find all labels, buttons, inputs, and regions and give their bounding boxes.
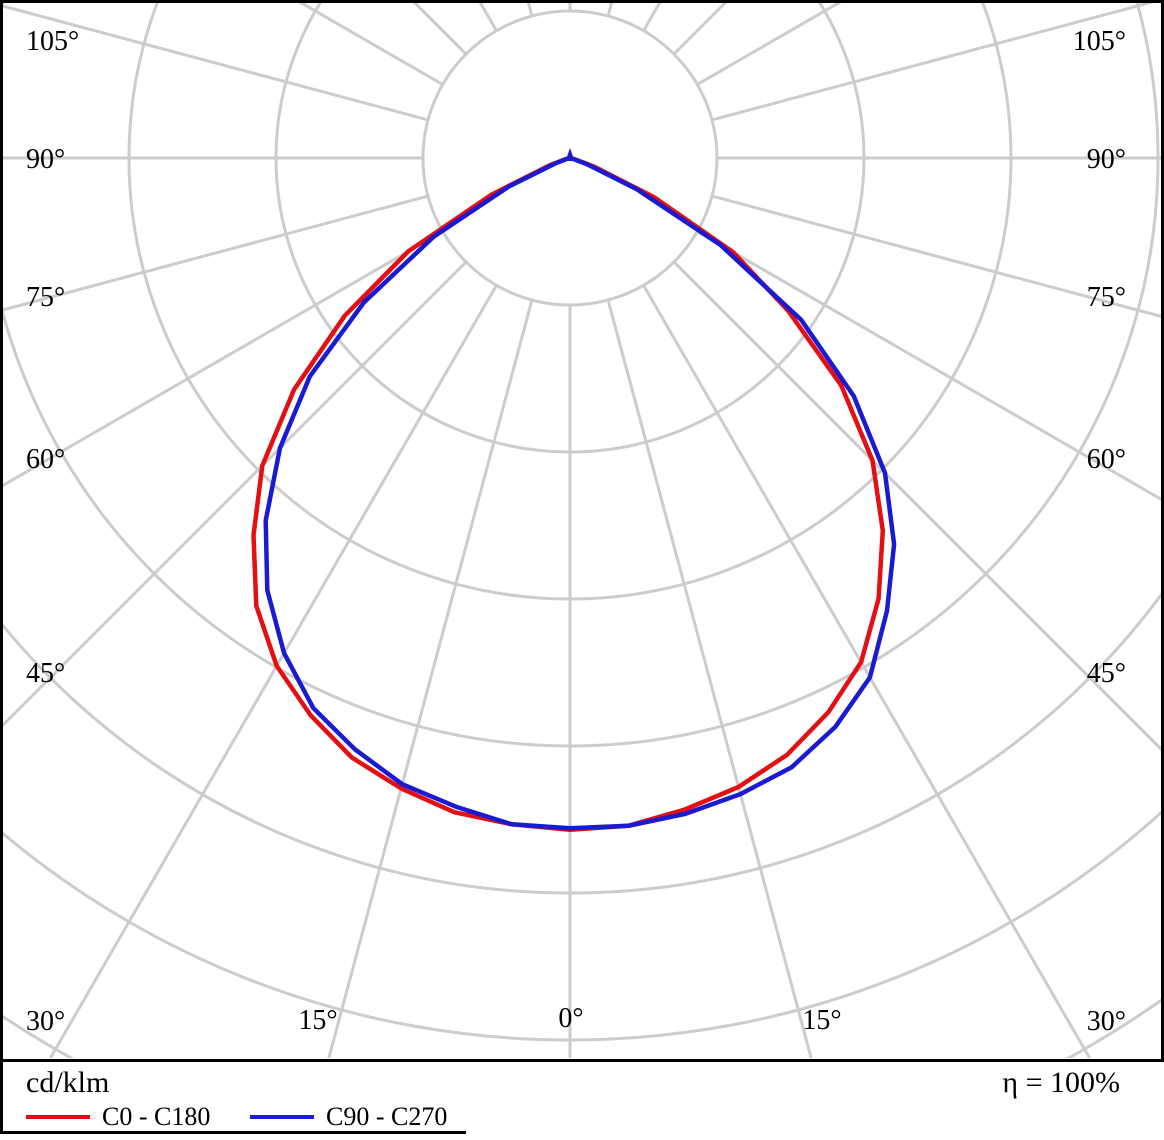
angle-label-bottom-15r: 15°: [802, 1005, 842, 1036]
legend-line-blue-icon: [250, 1115, 314, 1119]
origin-marker-icon: [565, 148, 575, 161]
unit-label: cd/klm: [26, 1066, 110, 1099]
angle-label-right-75: 75°: [1086, 282, 1126, 313]
angle-label-left-75: 75°: [26, 282, 66, 313]
angle-label-left-60: 60°: [26, 444, 66, 475]
angle-label-left-30: 30°: [26, 1006, 66, 1037]
legend-line-red-icon: [26, 1115, 90, 1119]
efficiency-label: η = 100%: [1002, 1066, 1120, 1099]
legend-label-c90-c270: C90 - C270: [326, 1102, 448, 1131]
angle-label-right-45: 45°: [1086, 658, 1126, 689]
angle-label-right-60: 60°: [1086, 444, 1126, 475]
legend-label-c0-c180: C0 - C180: [102, 1102, 211, 1131]
legend-item-c0-c180: C0 - C180: [26, 1102, 210, 1132]
angle-label-left-90: 90°: [26, 144, 66, 175]
angle-label-bottom-0: 0°: [558, 1003, 584, 1034]
angle-label-right-105: 105°: [1072, 26, 1126, 57]
legend-item-c90-c270: C90 - C270: [250, 1102, 447, 1132]
angle-label-left-45: 45°: [26, 658, 66, 689]
intensity-curve-c90-c270: [263, 155, 897, 831]
angle-label-right-30: 30°: [1086, 1006, 1126, 1037]
angle-label-left-105: 105°: [26, 26, 80, 57]
angle-label-bottom-15l: 15°: [298, 1005, 338, 1036]
angle-label-right-90: 90°: [1086, 144, 1126, 175]
